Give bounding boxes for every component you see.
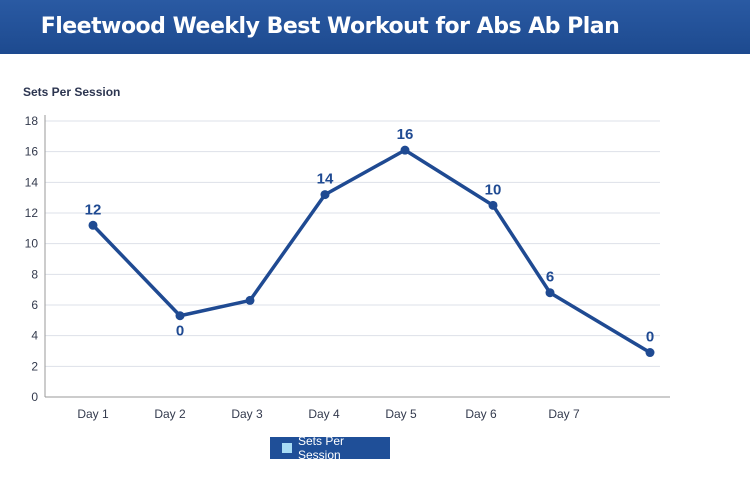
y-tick-label: 16 <box>25 145 39 159</box>
data-point <box>320 190 330 200</box>
data-label: 16 <box>397 126 414 143</box>
data-point <box>545 288 555 298</box>
data-label: 14 <box>317 171 334 188</box>
x-tick-label: Day 6 <box>465 407 497 421</box>
y-tick-label: 8 <box>31 267 38 281</box>
data-point <box>645 348 655 358</box>
x-tick-label: Day 3 <box>231 407 263 421</box>
series-line <box>91 148 651 355</box>
data-label: 6 <box>546 269 554 286</box>
data-point <box>245 295 255 305</box>
x-tick-label: Day 1 <box>77 407 109 421</box>
header-banner: Fleetwood Weekly Best Workout for Abs Ab… <box>0 0 750 54</box>
data-point <box>488 200 498 210</box>
x-tick-label: Day 4 <box>308 407 340 421</box>
y-tick-label: 18 <box>25 114 39 128</box>
chart-title: Fleetwood Weekly Best Workout for Abs Ab… <box>40 14 620 39</box>
data-label: 10 <box>485 181 502 198</box>
y-tick-label: 10 <box>25 237 39 251</box>
y-tick-label: 0 <box>31 390 38 404</box>
data-point <box>88 220 98 230</box>
y-axis-label: Sets Per Session <box>23 85 121 99</box>
legend-swatch <box>282 443 292 453</box>
data-point <box>175 311 185 321</box>
x-tick-label: Day 7 <box>548 407 580 421</box>
x-tick-label: Day 2 <box>154 407 186 421</box>
data-label: 0 <box>176 323 184 340</box>
data-label: 0 <box>646 329 654 346</box>
y-tick-label: 4 <box>31 329 38 343</box>
y-tick-label: 12 <box>25 206 39 220</box>
legend-label: Sets Per Session <box>298 434 345 462</box>
data-label: 12 <box>85 201 102 218</box>
x-tick-label: Day 5 <box>385 407 417 421</box>
y-tick-label: 2 <box>31 359 38 373</box>
legend[interactable]: Sets Per Session <box>270 434 390 462</box>
y-tick-label: 6 <box>31 298 38 312</box>
data-point <box>400 145 410 155</box>
y-tick-label: 14 <box>25 175 39 189</box>
